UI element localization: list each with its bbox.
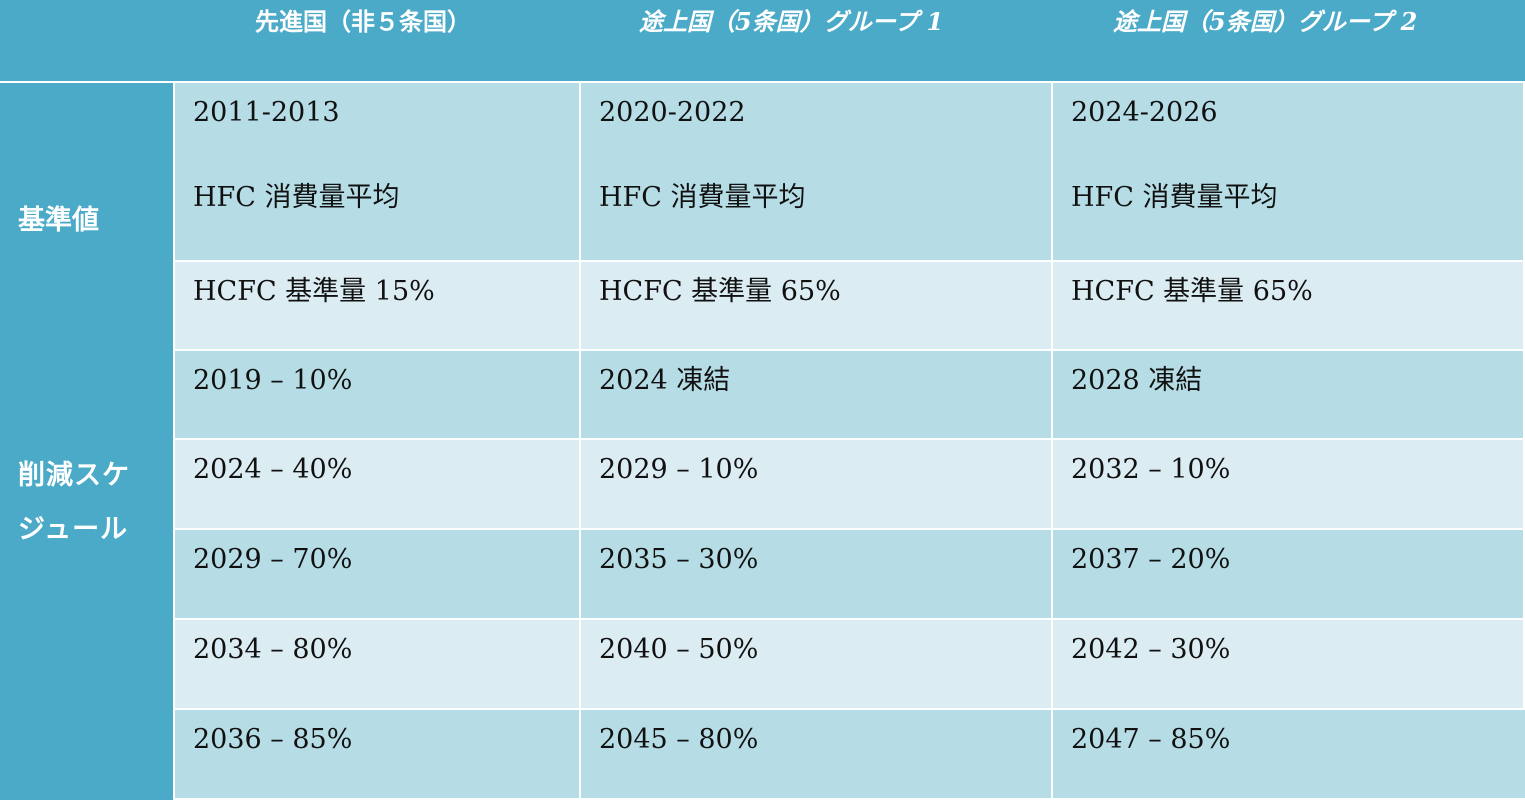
schedule-cell: 2047 – 85% (1053, 710, 1525, 800)
schedule-cell: 2035 – 30% (581, 530, 1053, 620)
schedule-cell: 2040 – 50% (581, 620, 1053, 710)
row-header-schedule: 削減スケジュール (0, 351, 175, 800)
header-developing-group1: 途上国（5条国）グループ 1 (581, 0, 1053, 83)
baseline-cell: 2011-2013 HFC 消費量平均 (175, 83, 581, 262)
row-header-baseline: 基準値 (0, 83, 175, 351)
baseline-hcfc-cell: HCFC 基準量 65% (1053, 262, 1525, 351)
baseline-hfc: HFC 消費量平均 (599, 182, 806, 214)
header-corner-cell (0, 0, 175, 83)
schedule-cell: 2034 – 80% (175, 620, 581, 710)
schedule-cell: 2028 凍結 (1053, 351, 1525, 440)
schedule-cell: 2032 – 10% (1053, 440, 1525, 530)
baseline-cell: 2024-2026 HFC 消費量平均 (1053, 83, 1525, 262)
schedule-cell: 2029 – 10% (581, 440, 1053, 530)
header-developing-group2: 途上国（5条国）グループ 2 (1053, 0, 1525, 83)
header-developed-countries: 先進国（非５条国） (175, 0, 581, 83)
baseline-period: 2024-2026 (1071, 97, 1218, 128)
schedule-cell: 2024 – 40% (175, 440, 581, 530)
schedule-cell: 2029 – 70% (175, 530, 581, 620)
schedule-cell: 2042 – 30% (1053, 620, 1525, 710)
baseline-hfc: HFC 消費量平均 (193, 182, 400, 214)
baseline-cell: 2020-2022 HFC 消費量平均 (581, 83, 1053, 262)
schedule-cell: 2045 – 80% (581, 710, 1053, 800)
baseline-period: 2011-2013 (193, 97, 340, 128)
schedule-cell: 2024 凍結 (581, 351, 1053, 440)
schedule-cell: 2019 – 10% (175, 351, 581, 440)
schedule-cell: 2037 – 20% (1053, 530, 1525, 620)
schedule-cell: 2036 – 85% (175, 710, 581, 800)
baseline-hfc: HFC 消費量平均 (1071, 182, 1278, 214)
baseline-hcfc-cell: HCFC 基準量 65% (581, 262, 1053, 351)
baseline-hcfc-cell: HCFC 基準量 15% (175, 262, 581, 351)
baseline-period: 2020-2022 (599, 97, 746, 128)
